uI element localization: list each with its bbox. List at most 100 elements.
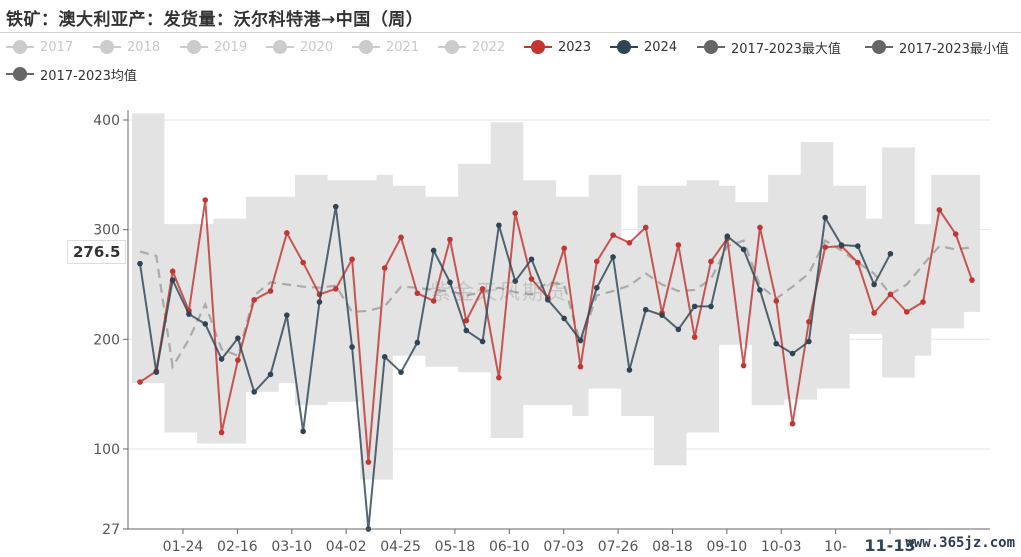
- point-2023: [708, 258, 714, 265]
- point-2023: [218, 429, 225, 436]
- point-2023: [757, 224, 763, 231]
- point-2023: [398, 234, 404, 241]
- legend-item-2021[interactable]: 2021: [352, 36, 419, 58]
- point-2024: [414, 339, 421, 346]
- legend-item-2018[interactable]: 2018: [93, 36, 160, 58]
- legend-label: 2022: [472, 39, 506, 55]
- legend-item-2022[interactable]: 2022: [438, 36, 505, 58]
- point-2023: [349, 256, 355, 263]
- legend-item-2017[interactable]: 2017: [6, 36, 73, 58]
- series-layer: [137, 197, 975, 532]
- point-2024: [871, 281, 877, 288]
- legend-item-2020[interactable]: 2020: [266, 36, 333, 58]
- site-watermark: www.365jz.com: [905, 535, 1015, 551]
- point-2024: [806, 338, 812, 345]
- point-2023: [855, 259, 861, 266]
- point-2023: [284, 230, 290, 236]
- point-2024: [332, 203, 339, 210]
- legend-symbol: [524, 40, 552, 54]
- legend-symbol: [180, 40, 208, 54]
- point-2024: [887, 250, 894, 257]
- point-2023: [463, 317, 470, 324]
- legend-item-2017-2023均值[interactable]: 2017-2023均值: [6, 63, 137, 85]
- legend-item-2017-2023最大值[interactable]: 2017-2023最大值: [697, 36, 841, 58]
- x-tick-label: 06-10: [489, 539, 530, 555]
- point-2024: [642, 306, 649, 313]
- point-2024: [577, 337, 584, 344]
- legend-item-2017-2023最小值[interactable]: 2017-2023最小值: [865, 36, 1009, 58]
- center-watermark: 紫金天风期货: [430, 280, 568, 304]
- legend-item-2019[interactable]: 2019: [180, 36, 247, 58]
- point-2023: [936, 207, 943, 213]
- point-2023: [381, 265, 388, 271]
- x-tick-label: 02-16: [217, 539, 258, 555]
- legend-symbol: [438, 40, 466, 54]
- x-tick-label: 09-10: [707, 539, 748, 555]
- legend-label: 2023: [558, 39, 592, 55]
- point-2024: [235, 335, 241, 342]
- x-tick-label: 04-25: [380, 539, 421, 555]
- point-2024: [267, 371, 274, 378]
- point-2023: [137, 379, 143, 385]
- point-2023: [235, 357, 241, 363]
- point-2023: [773, 298, 780, 304]
- point-2023: [952, 231, 959, 237]
- point-2024: [757, 287, 763, 293]
- legend-label: 2021: [386, 39, 420, 55]
- point-2024: [349, 344, 355, 350]
- x-tick-label: 01-24: [163, 539, 204, 555]
- point-2024: [822, 214, 828, 221]
- point-2023: [365, 459, 372, 465]
- point-2024: [316, 299, 323, 305]
- point-2023: [512, 210, 519, 217]
- x-tick-label: 11-13: [864, 536, 915, 555]
- point-2024: [789, 350, 796, 357]
- point-2023: [479, 286, 486, 292]
- point-2024: [300, 428, 306, 435]
- point-2023: [593, 258, 600, 265]
- point-2023: [447, 236, 453, 243]
- x-tick-label: 08-18: [652, 539, 693, 555]
- point-2023: [528, 276, 535, 282]
- legend-label: 2020: [300, 39, 334, 55]
- point-2024: [855, 243, 861, 249]
- point-2023: [691, 334, 698, 340]
- point-2024: [169, 277, 176, 283]
- point-2023: [300, 259, 306, 266]
- point-2023: [887, 291, 894, 298]
- point-2023: [806, 318, 812, 325]
- point-2024: [447, 279, 453, 286]
- legend-symbol: [266, 40, 294, 54]
- min-max-band: [131, 113, 981, 480]
- point-2023: [169, 268, 176, 275]
- y-cursor-value-label: 276.5: [67, 240, 127, 264]
- x-tick-label: 04-02: [326, 539, 367, 555]
- point-2023: [789, 420, 796, 427]
- point-2024: [218, 356, 225, 362]
- point-2024: [838, 242, 845, 248]
- point-2023: [969, 277, 975, 283]
- legend-item-2023[interactable]: 2023: [524, 36, 591, 58]
- point-2024: [659, 312, 665, 318]
- legend-item-2024[interactable]: 2024: [610, 36, 677, 58]
- point-2023: [871, 310, 877, 316]
- point-2024: [186, 311, 192, 317]
- series-line-2023: [139, 199, 973, 463]
- legend-symbol: [6, 67, 34, 81]
- y-tick-label: 100: [93, 442, 120, 458]
- point-2024: [512, 278, 519, 284]
- point-2023: [675, 242, 682, 248]
- title-divider: [0, 32, 1021, 33]
- point-2024: [479, 338, 486, 345]
- point-2024: [724, 233, 731, 240]
- point-2024: [202, 321, 209, 327]
- legend-label: 2017-2023最小值: [899, 41, 1009, 57]
- legend-symbol: [865, 40, 893, 54]
- point-2024: [773, 340, 780, 347]
- legend-label: 2017: [40, 39, 74, 55]
- point-2024: [610, 254, 616, 260]
- point-2023: [430, 298, 437, 304]
- legend-symbol: [352, 40, 380, 54]
- point-2023: [822, 244, 828, 250]
